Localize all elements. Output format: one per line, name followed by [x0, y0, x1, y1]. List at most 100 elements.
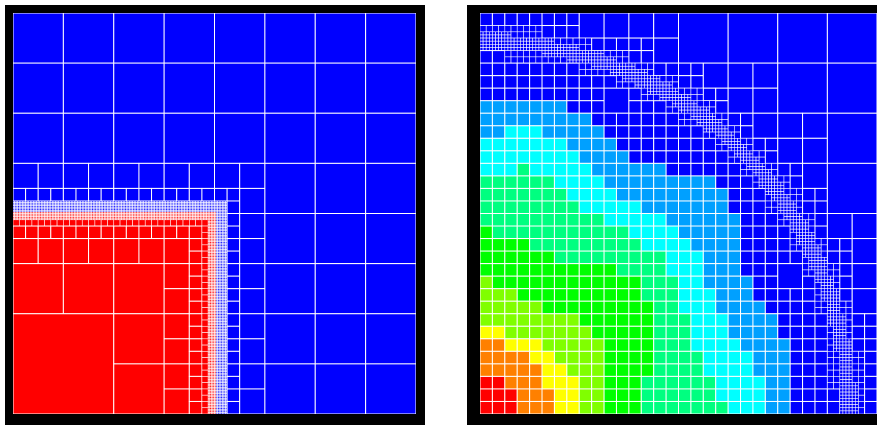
mesh-cell [480, 37, 484, 42]
mesh-cell [690, 250, 704, 265]
mesh-cell [845, 332, 853, 340]
mesh-cell [703, 100, 710, 108]
mesh-cell [529, 137, 543, 152]
mesh-cell [647, 87, 651, 92]
mesh-cell [553, 87, 568, 102]
mesh-cell [709, 131, 717, 139]
mesh-cell [504, 44, 509, 48]
mesh-cell [498, 31, 503, 36]
mesh-cell [520, 44, 524, 48]
mesh-cell [765, 194, 772, 202]
mesh-cell [516, 175, 531, 189]
mesh-cell [201, 376, 209, 383]
mesh-cell [826, 238, 841, 252]
mesh-cell [113, 263, 165, 315]
mesh-cell [491, 275, 506, 290]
mesh-cell [681, 100, 686, 105]
mesh-cell [715, 125, 720, 130]
mesh-cell [808, 213, 816, 221]
mesh-cell [702, 150, 717, 164]
mesh-cell [752, 163, 757, 167]
mesh-cell [768, 181, 772, 186]
mesh-cell [585, 69, 592, 76]
mesh-cell [132, 219, 140, 227]
mesh-cell [516, 250, 531, 265]
mesh-cell [489, 44, 493, 48]
mesh-cell [777, 203, 782, 208]
mesh-cell [678, 388, 692, 402]
mesh-cell [830, 278, 834, 283]
mesh-cell [603, 69, 611, 76]
mesh-cell [615, 288, 630, 302]
mesh-cell [188, 363, 203, 377]
mesh-cell [789, 338, 804, 352]
mesh-cell [566, 200, 580, 214]
mesh-cell [480, 288, 493, 302]
mesh-cell [851, 263, 877, 290]
mesh-cell [703, 112, 707, 117]
mesh-cell [13, 112, 64, 164]
mesh-cell [566, 175, 580, 189]
mesh-cell [507, 34, 512, 39]
mesh-cell [603, 213, 617, 227]
mesh-cell [764, 263, 779, 277]
mesh-cell [833, 316, 837, 321]
mesh-cell [491, 325, 506, 340]
mesh-cell [201, 257, 209, 264]
mesh-cell [523, 50, 530, 58]
mesh-cell [578, 62, 586, 70]
mesh-cell [675, 97, 679, 102]
mesh-cell [63, 219, 70, 227]
mesh-cell [75, 219, 83, 227]
mesh-cell [541, 175, 555, 189]
mesh-cell [740, 156, 744, 161]
mesh-cell [597, 59, 602, 64]
mesh-cell [814, 238, 822, 246]
mesh-cell [752, 169, 757, 174]
mesh-cell [495, 34, 499, 39]
mesh-cell [703, 122, 707, 127]
mesh-cell [743, 156, 748, 161]
mesh-cell [603, 162, 617, 177]
mesh-cell [569, 47, 574, 51]
mesh-cell [541, 47, 546, 51]
mesh-cell [201, 313, 209, 321]
mesh-cell [771, 200, 779, 208]
mesh-cell [699, 119, 704, 123]
mesh-cell [702, 263, 717, 277]
mesh-cell [188, 187, 203, 202]
mesh-cell [836, 316, 841, 321]
mesh-cell [591, 65, 596, 70]
mesh-cell [678, 150, 692, 164]
mesh-cell [523, 25, 530, 33]
mesh-cell [699, 109, 704, 114]
mesh-cell [575, 56, 580, 61]
mesh-cell [600, 56, 605, 61]
mesh-cell [808, 263, 813, 268]
mesh-cell [802, 325, 816, 340]
mesh-cell [628, 187, 642, 202]
mesh-cell [789, 325, 804, 340]
mesh-cell [796, 235, 800, 239]
mesh-cell [665, 106, 673, 114]
mesh-cell [792, 200, 797, 205]
mesh-cell [485, 44, 490, 48]
mesh-cell [724, 141, 729, 145]
mesh-cell [687, 109, 692, 114]
mesh-cell [665, 325, 679, 340]
mesh-cell [749, 163, 754, 167]
mesh-cell [845, 325, 853, 333]
mesh-cell [690, 162, 704, 177]
mesh-cell [727, 144, 732, 149]
mesh-cell [504, 263, 518, 277]
mesh-cell [693, 109, 698, 114]
mesh-cell [529, 300, 543, 315]
mesh-cell [690, 119, 698, 127]
mesh-cell [560, 56, 568, 64]
mesh-cell [491, 175, 506, 189]
mesh-cell [743, 159, 748, 164]
mesh-cell [597, 56, 602, 61]
mesh-cell [802, 300, 816, 315]
mesh-cell [827, 319, 831, 324]
mesh-cell [771, 194, 775, 199]
